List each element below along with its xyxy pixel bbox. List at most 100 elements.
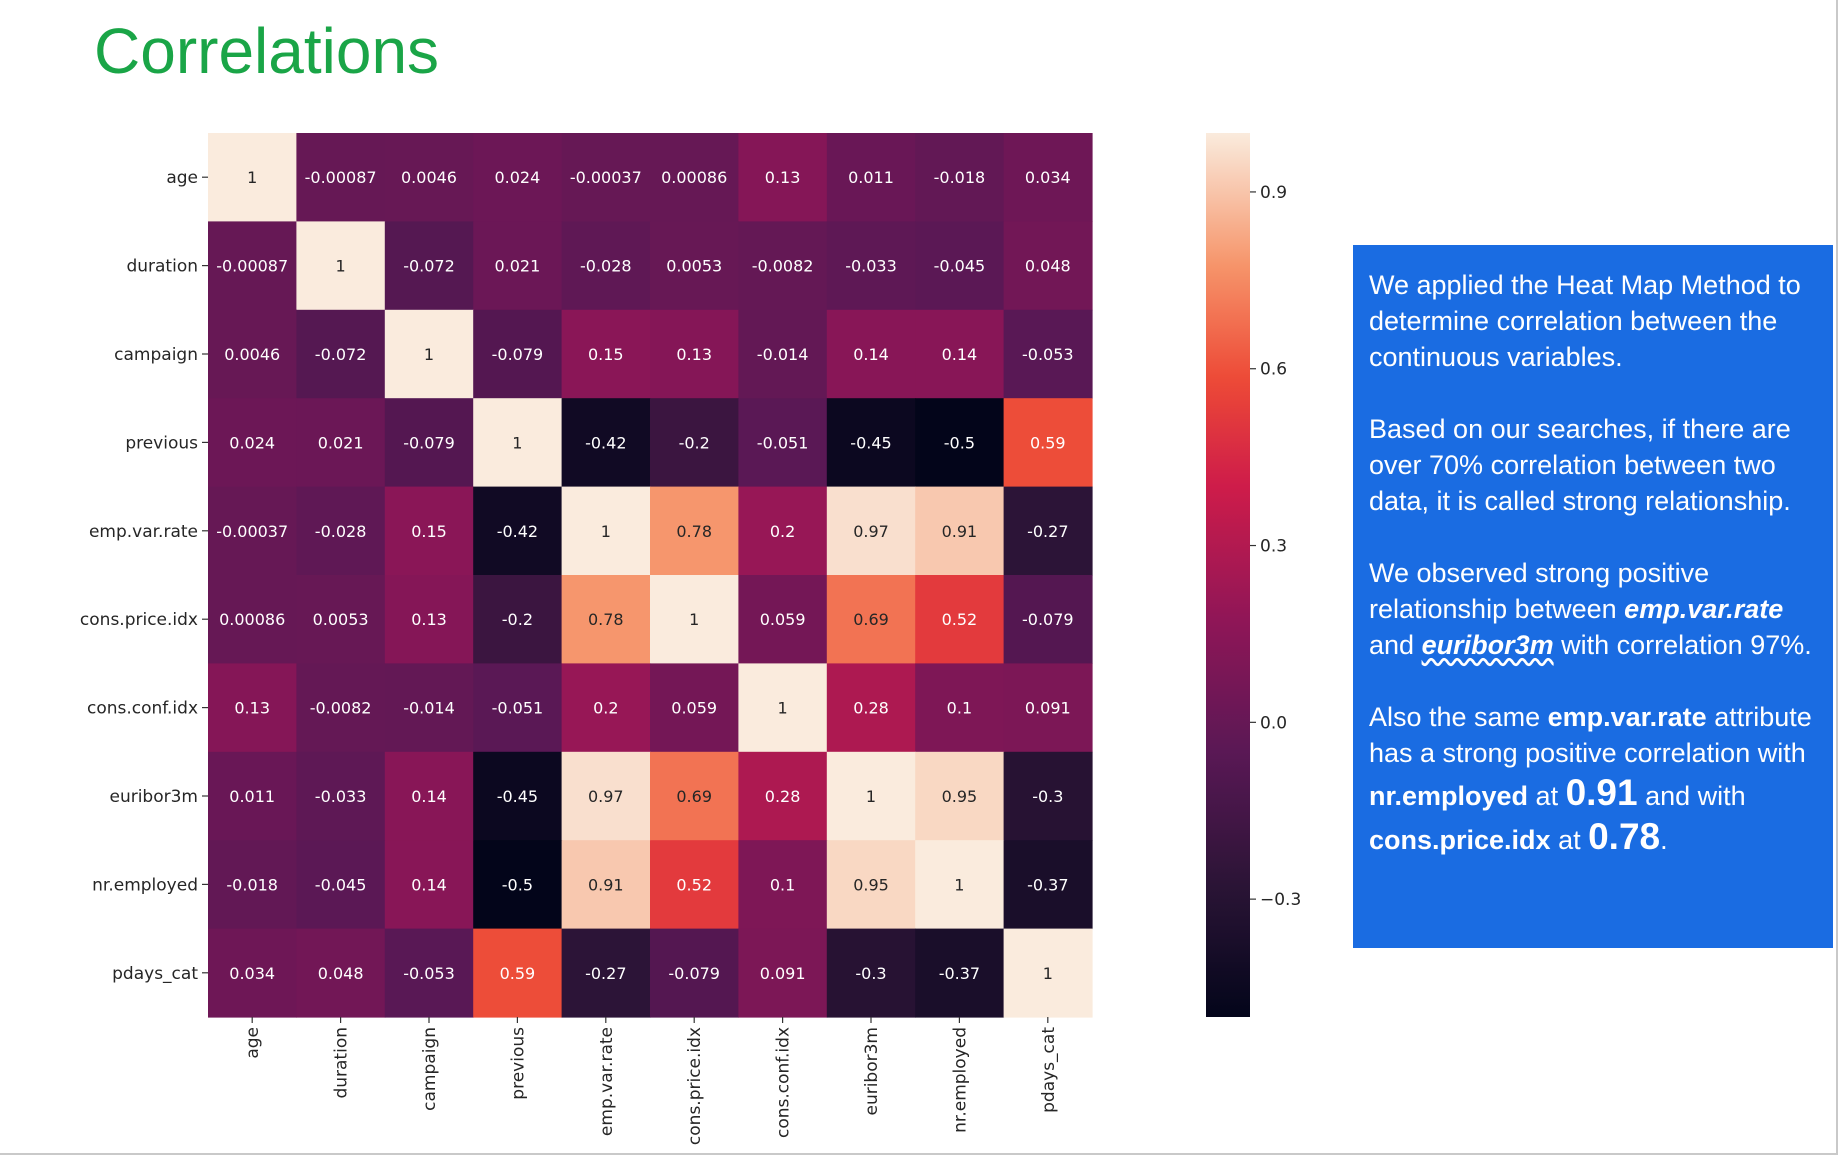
x-axis-label: duration xyxy=(332,1027,352,1099)
info-highlight-emp-var-rate: emp.var.rate xyxy=(1547,702,1707,732)
cell-value-label: -0.072 xyxy=(315,345,367,364)
cell-value-label: 0.13 xyxy=(411,610,447,629)
heatmap-cell xyxy=(650,663,739,753)
slide-bottom-border xyxy=(0,1153,1838,1155)
cell-value-label: 0.059 xyxy=(760,610,806,629)
x-axis-label: euribor3m xyxy=(862,1027,882,1116)
heatmap-cell xyxy=(738,663,828,753)
heatmap-cell xyxy=(1003,398,1093,488)
heatmap-cell xyxy=(296,575,386,664)
slide-right-border xyxy=(1836,0,1838,1155)
heatmap-cell xyxy=(826,751,916,841)
cell-value-label: -0.2 xyxy=(679,433,710,452)
heatmap-cell xyxy=(384,398,474,488)
x-axis-label: campaign xyxy=(420,1027,440,1111)
cell-value-label: 0.0053 xyxy=(313,610,369,629)
heatmap-cell xyxy=(561,840,651,930)
cell-value-label: -0.053 xyxy=(1022,345,1074,364)
cell-value-label: 0.59 xyxy=(500,964,536,983)
heatmap-cell xyxy=(296,751,386,841)
cell-value-label: -0.033 xyxy=(845,257,897,276)
cell-value-label: -0.0082 xyxy=(310,699,372,718)
heatmap-cell xyxy=(561,486,651,576)
cell-value-label: -0.37 xyxy=(1027,875,1068,894)
heatmap-cell xyxy=(208,221,297,311)
heatmap-cell xyxy=(208,309,297,399)
y-axis-label: previous xyxy=(125,433,198,453)
heatmap-cell xyxy=(473,398,563,488)
heatmap-cell xyxy=(296,928,386,1018)
cell-value-label: -0.079 xyxy=(668,964,720,983)
heatmap-cell xyxy=(826,575,916,664)
cell-value-label: 0.52 xyxy=(942,610,978,629)
cell-value-label: -0.00087 xyxy=(305,168,377,187)
cell-value-label: 0.2 xyxy=(593,699,618,718)
heatmap-cell xyxy=(384,575,474,664)
cell-value-label: -0.072 xyxy=(403,257,455,276)
heatmap-cell xyxy=(826,486,916,576)
cell-value-label: 1 xyxy=(954,875,964,894)
cell-value-label: 0.91 xyxy=(588,875,624,894)
cell-value-label: -0.079 xyxy=(492,345,544,364)
info-paragraph-2: Based on our searches, if there are over… xyxy=(1369,414,1791,516)
heatmap-cell xyxy=(384,840,474,930)
heatmap-cell xyxy=(826,928,916,1018)
heatmap-cell xyxy=(473,751,563,841)
y-axis-label: cons.conf.idx xyxy=(87,699,198,719)
cell-value-label: 0.091 xyxy=(1025,699,1071,718)
cell-value-label: 0.95 xyxy=(942,787,978,806)
heatmap-cell xyxy=(208,486,297,576)
cell-value-label: 1 xyxy=(424,345,434,364)
heatmap-cell xyxy=(650,221,739,311)
info-highlight-nr-employed: nr.employed xyxy=(1369,781,1529,811)
cell-value-label: 1 xyxy=(1043,964,1053,983)
heatmap-cell xyxy=(826,133,916,222)
heatmap-cell xyxy=(296,309,386,399)
heatmap-cell xyxy=(473,133,563,222)
cell-value-label: -0.42 xyxy=(497,522,538,541)
heatmap-cell xyxy=(561,928,651,1018)
cell-value-label: 0.59 xyxy=(1030,433,1066,452)
heatmap-cell xyxy=(915,928,1005,1018)
cell-value-label: -0.45 xyxy=(850,433,891,452)
y-axis-label: nr.employed xyxy=(92,875,198,895)
heatmap-cell xyxy=(738,840,828,930)
heatmap-cell xyxy=(650,398,739,488)
cell-value-label: 0.024 xyxy=(229,433,275,452)
heatmap-cell xyxy=(915,133,1005,222)
cell-value-label: 1 xyxy=(336,257,346,276)
cell-value-label: 1 xyxy=(689,610,699,629)
heatmap-cell xyxy=(1003,486,1093,576)
cell-value-label: -0.018 xyxy=(226,875,278,894)
cell-value-label: 1 xyxy=(247,168,257,187)
cell-value-label: -0.028 xyxy=(580,257,632,276)
info-text: with correlation 97%. xyxy=(1553,630,1812,660)
cell-value-label: 0.13 xyxy=(234,699,270,718)
heatmap-cell xyxy=(208,575,297,664)
cell-value-label: -0.2 xyxy=(502,610,533,629)
x-axis-label: pdays_cat xyxy=(1039,1027,1059,1113)
cell-value-label: 0.14 xyxy=(411,875,447,894)
cell-value-label: 0.0046 xyxy=(401,168,457,187)
info-text: attribute has a strong positive correlat… xyxy=(1369,702,1812,768)
info-paragraph-1: We applied the Heat Map Method to determ… xyxy=(1369,270,1801,372)
heatmap-cell xyxy=(1003,751,1093,841)
cell-value-label: -0.0082 xyxy=(752,257,814,276)
heatmap-cell xyxy=(1003,663,1093,753)
heatmap-cell xyxy=(384,663,474,753)
cell-value-label: -0.018 xyxy=(934,168,986,187)
heatmap-cell xyxy=(473,840,563,930)
cell-value-label: 1 xyxy=(601,522,611,541)
cell-value-label: 0.78 xyxy=(588,610,624,629)
y-axis-label: age xyxy=(166,168,198,188)
cell-value-label: 0.00086 xyxy=(219,610,285,629)
cell-value-label: -0.27 xyxy=(585,964,626,983)
heatmap-cell xyxy=(738,309,828,399)
info-value-0-91: 0.91 xyxy=(1565,772,1638,813)
heatmap-cell xyxy=(384,309,474,399)
cell-value-label: 0.0053 xyxy=(666,257,722,276)
heatmap-cell xyxy=(915,309,1005,399)
cell-value-label: -0.033 xyxy=(315,787,367,806)
x-axis-label: emp.var.rate xyxy=(597,1027,617,1136)
info-text: at xyxy=(1528,781,1566,811)
